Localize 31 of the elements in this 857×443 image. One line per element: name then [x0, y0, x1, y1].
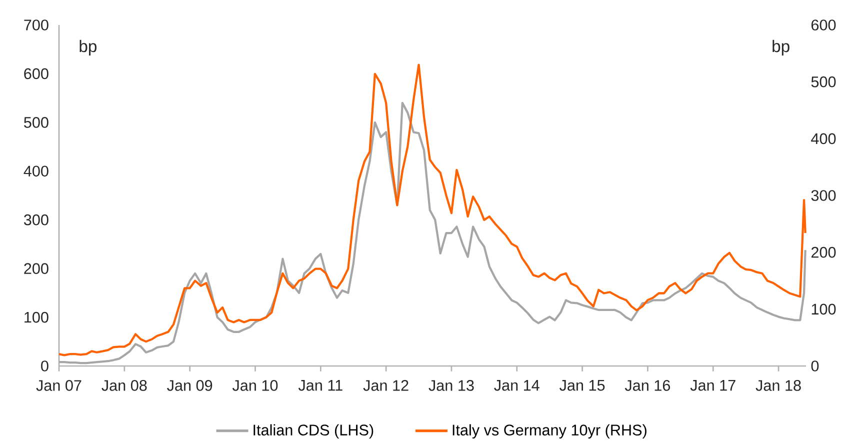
y2-tick-label: 100 — [812, 304, 836, 315]
y-tick-label: 200 — [24, 263, 48, 274]
x-tick-label: Jan 11 — [298, 380, 342, 391]
y2-tick-label: 300 — [811, 190, 836, 202]
y-tick-label: 700 — [24, 20, 48, 31]
x-tick-label: Jan 09 — [167, 380, 212, 392]
x-tick-label: Jan 13 — [428, 380, 474, 392]
x-tick-label: Jan 15 — [560, 380, 605, 391]
y2-tick-label: 200 — [811, 247, 836, 258]
x-tick-label: Jan 16 — [624, 380, 670, 392]
y2-tick-label: 600 — [811, 20, 836, 31]
y-tick-label: 300 — [24, 214, 48, 226]
x-tick-label: Jan 17 — [690, 380, 736, 391]
x-tick-label: Jan 10 — [232, 380, 278, 392]
y-tick-label: 0 — [41, 360, 48, 372]
legend-label: Italy vs Germany 10yr (RHS) — [452, 424, 646, 439]
y-tick-label: 400 — [24, 166, 48, 177]
y-tick-label: 600 — [24, 68, 48, 80]
x-tick-label: Jan 08 — [102, 380, 147, 392]
y-tick-label: 500 — [24, 117, 48, 128]
y2-tick-label: 500 — [811, 76, 836, 88]
x-tick-label: Jan 12 — [363, 380, 408, 392]
x-tick-label: Jan 07 — [36, 380, 82, 392]
y2-tick-label: 0 — [811, 360, 819, 372]
y2-axis-title: bp — [772, 40, 790, 56]
legend-label: Italian CDS (LHS) — [254, 424, 374, 439]
x-tick-label: Jan 14 — [494, 380, 540, 391]
y2-tick-label: 400 — [811, 133, 836, 144]
y-axis-title: bp — [80, 40, 96, 56]
x-tick-label: Jan 18 — [756, 380, 801, 392]
y-tick-label: 100 — [24, 312, 48, 323]
